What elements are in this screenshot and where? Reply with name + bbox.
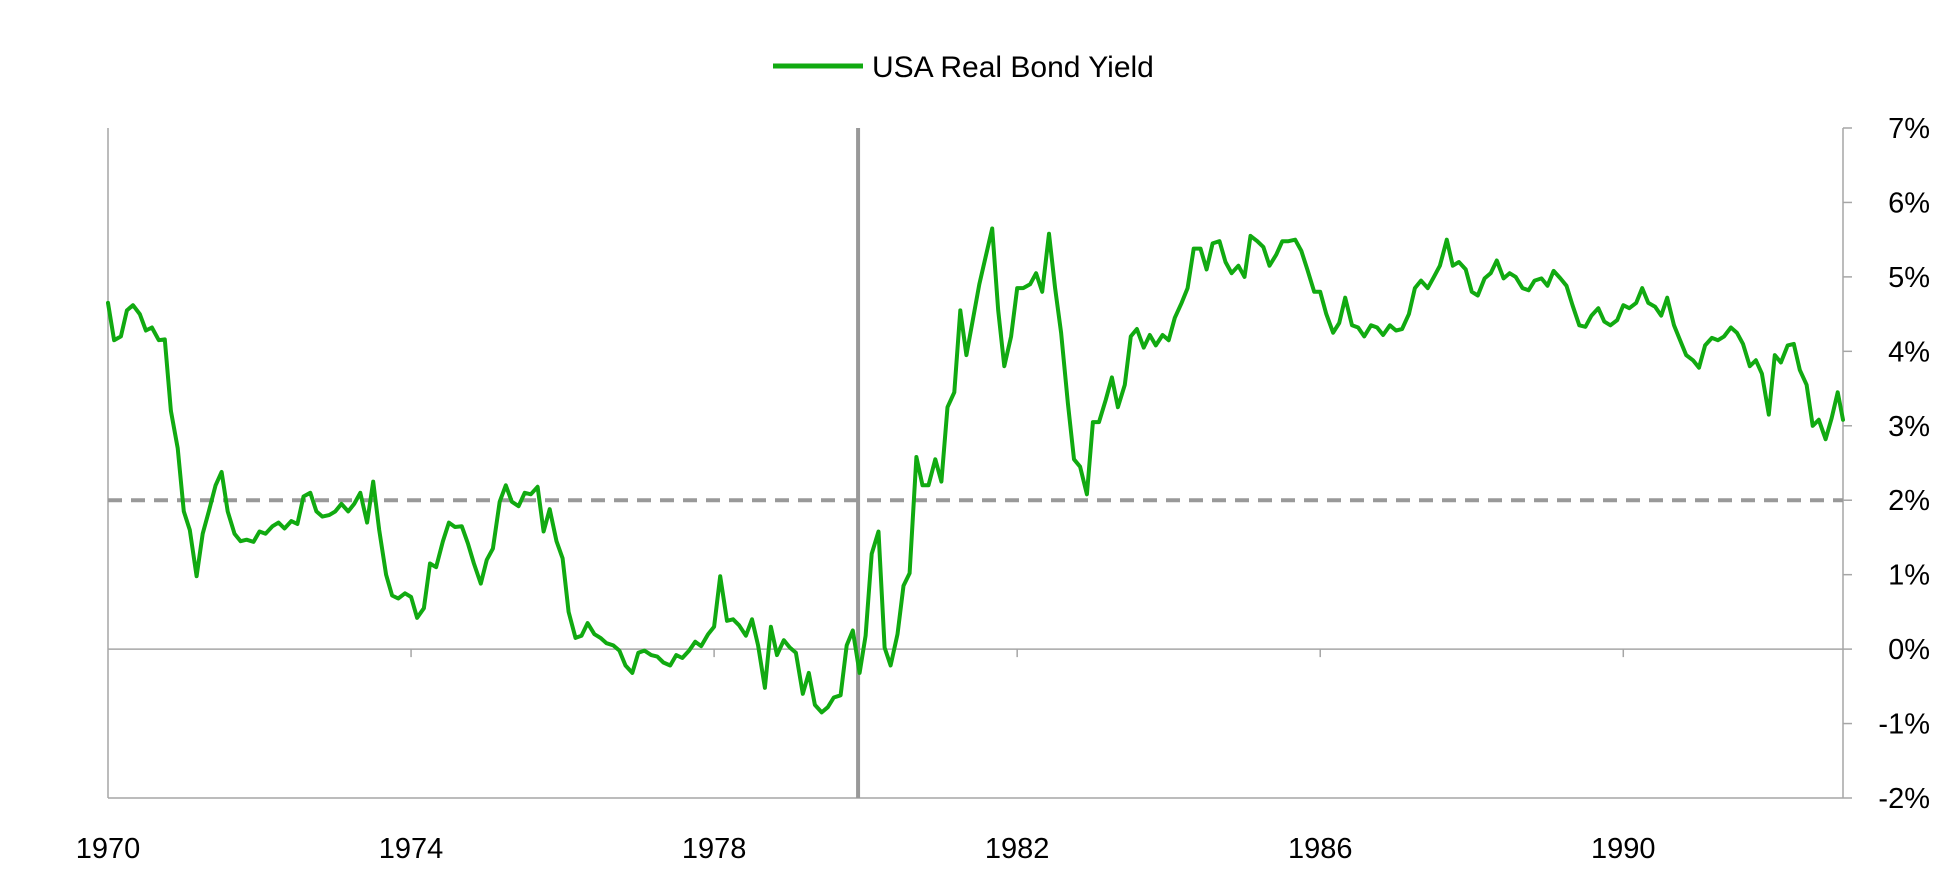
series-line-usa-real-bond-yield bbox=[106, 226, 1845, 715]
x-tick-label: 1986 bbox=[1288, 833, 1353, 865]
legend-label: USA Real Bond Yield bbox=[872, 51, 1154, 84]
y-tick-label: 5% bbox=[1888, 262, 1930, 294]
legend: USA Real Bond Yield bbox=[773, 51, 1154, 84]
axes bbox=[107, 127, 1852, 799]
y-axis-labels: 7% 6% 5% 4% 3% 2% 1% 0% -1% -2% bbox=[1878, 113, 1930, 815]
y-tick-label: 6% bbox=[1888, 187, 1930, 219]
y-tick-label: 3% bbox=[1888, 411, 1930, 443]
reference-lines bbox=[108, 128, 1843, 798]
series-layer bbox=[106, 226, 1845, 715]
x-tick-label: 1990 bbox=[1591, 833, 1656, 865]
y-tick-label: 0% bbox=[1888, 634, 1930, 666]
y-tick-label: -2% bbox=[1878, 783, 1930, 815]
y-tick-label: 2% bbox=[1888, 485, 1930, 517]
y-tick-label: 1% bbox=[1888, 560, 1930, 592]
y-tick-label: 7% bbox=[1888, 113, 1930, 145]
x-tick-label: 1970 bbox=[76, 833, 141, 865]
x-tick-label: 1982 bbox=[985, 833, 1050, 865]
x-axis-labels: 1970 1974 1978 1982 1986 1990 bbox=[76, 833, 1656, 865]
y-tick-label: 4% bbox=[1888, 336, 1930, 368]
y-tick-label: -1% bbox=[1878, 709, 1930, 741]
x-tick-label: 1978 bbox=[682, 833, 747, 865]
x-tick-label: 1974 bbox=[379, 833, 444, 865]
